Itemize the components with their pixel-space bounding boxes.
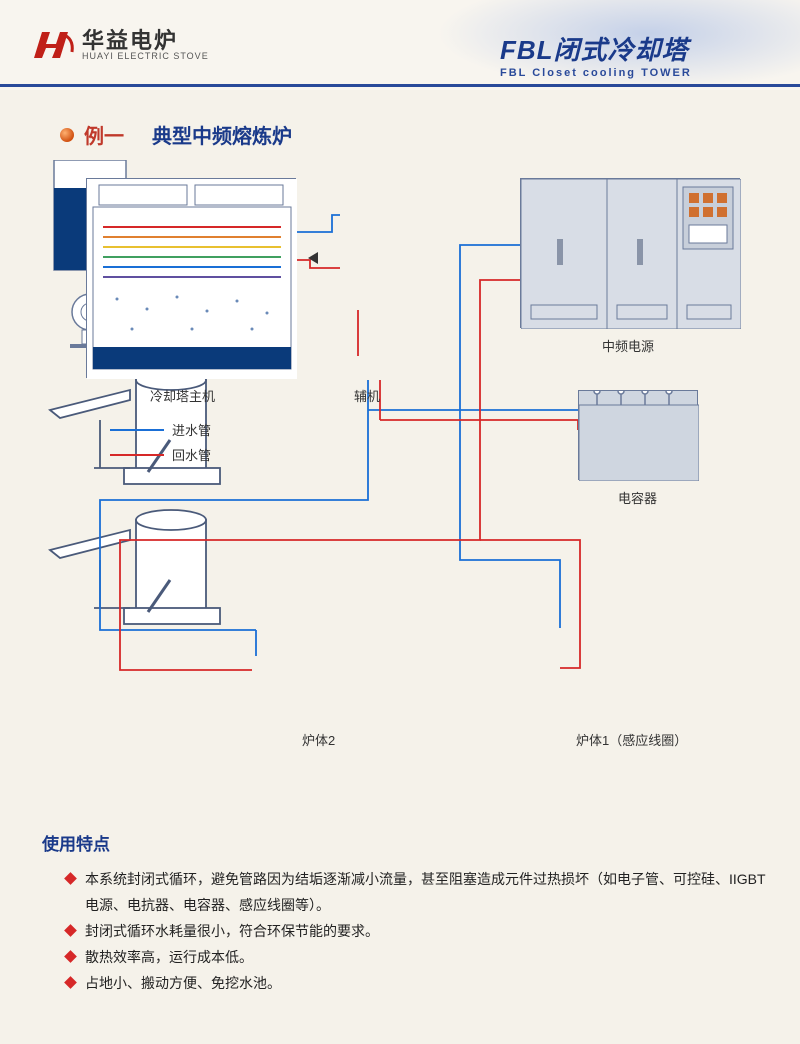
brand-name-cn: 华益电炉 [82, 30, 209, 52]
label-capacitor: 电容器 [618, 488, 657, 507]
diamond-icon [64, 950, 77, 963]
product-title: FBL闭式冷却塔 FBL Closet cooling TOWER [480, 30, 800, 79]
cooling-tower-icon [87, 179, 297, 379]
bullet-icon [60, 128, 74, 142]
legend-outlet-line [110, 454, 164, 456]
label-tower: 冷却塔主机 [150, 386, 215, 405]
product-title-cn: FBL闭式冷却塔 [500, 30, 800, 67]
section-title-text: 典型中频熔炼炉 [152, 120, 292, 149]
brand-logo: 华益电炉 HUAYI ELECTRIC STOVE [32, 28, 209, 62]
feature-item: 占地小、搬动方便、免挖水池。 [42, 971, 770, 997]
product-title-en: FBL Closet cooling TOWER [500, 67, 800, 79]
diamond-icon [64, 976, 77, 989]
label-aux: 辅机 [354, 386, 380, 405]
feature-text: 占地小、搬动方便、免挖水池。 [85, 971, 770, 997]
feature-text: 本系统封闭式循环，避免管路因为结垢逐渐减小流量，甚至阻塞造成元件过热损坏（如电子… [85, 867, 770, 919]
diamond-icon [64, 872, 77, 885]
legend-outlet: 回水管 [110, 445, 211, 464]
brand-name-en: HUAYI ELECTRIC STOVE [82, 52, 209, 61]
label-furnace1: 炉体1（感应线圈） [576, 730, 687, 749]
features-section: 使用特点 本系统封闭式循环，避免管路因为结垢逐渐减小流量，甚至阻塞造成元件过热损… [42, 830, 770, 996]
capacitor-bank [578, 390, 698, 480]
cooling-tower [86, 178, 296, 378]
diamond-icon [64, 924, 77, 937]
feature-item: 封闭式循环水耗量很小，符合环保节能的要求。 [42, 919, 770, 945]
legend-inlet: 进水管 [110, 420, 211, 439]
feature-text: 散热效率高，运行成本低。 [85, 945, 770, 971]
power-cabinet-icon [521, 179, 741, 329]
pipe-legend: 进水管 回水管 [110, 420, 211, 470]
page-header: 华益电炉 HUAYI ELECTRIC STOVE FBL闭式冷却塔 FBL C… [0, 0, 800, 90]
section-heading: 例一 典型中频熔炼炉 [60, 120, 292, 149]
legend-inlet-label: 进水管 [172, 420, 211, 439]
label-power: 中频电源 [602, 336, 654, 355]
section-tag: 例一 [84, 120, 124, 149]
header-rule [0, 84, 800, 87]
features-heading: 使用特点 [42, 830, 770, 855]
power-cabinet [520, 178, 740, 328]
feature-item: 本系统封闭式循环，避免管路因为结垢逐渐减小流量，甚至阻塞造成元件过热损坏（如电子… [42, 867, 770, 919]
legend-inlet-line [110, 429, 164, 431]
features-list: 本系统封闭式循环，避免管路因为结垢逐渐减小流量，甚至阻塞造成元件过热损坏（如电子… [42, 867, 770, 996]
legend-outlet-label: 回水管 [172, 445, 211, 464]
capacitor-icon [579, 391, 699, 481]
label-furnace2: 炉体2 [302, 730, 335, 749]
system-diagram: 冷却塔主机 辅机 [40, 160, 760, 780]
logo-icon [32, 28, 76, 62]
feature-text: 封闭式循环水耗量很小，符合环保节能的要求。 [85, 919, 770, 945]
feature-item: 散热效率高，运行成本低。 [42, 945, 770, 971]
